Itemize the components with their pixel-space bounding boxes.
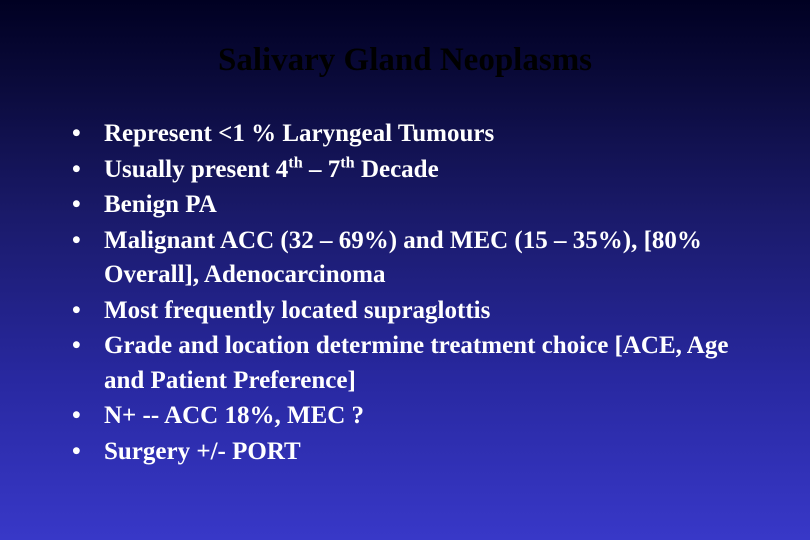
list-item: Most frequently located supraglottis — [62, 294, 760, 329]
list-item: Surgery +/- PORT — [62, 435, 760, 470]
list-item: N+ -- ACC 18%, MEC ? — [62, 399, 760, 434]
list-item: Represent <1 % Laryngeal Tumours — [62, 117, 760, 152]
slide-content: Represent <1 % Laryngeal Tumours Usually… — [0, 117, 810, 470]
bullet-list: Represent <1 % Laryngeal Tumours Usually… — [62, 117, 760, 469]
list-item: Usually present 4th – 7th Decade — [62, 153, 760, 188]
list-item: Malignant ACC (32 – 69%) and MEC (15 – 3… — [62, 224, 760, 293]
slide-title: Salivary Gland Neoplasms — [0, 42, 810, 79]
list-item: Grade and location determine treatment c… — [62, 329, 760, 398]
list-item: Benign PA — [62, 188, 760, 223]
slide: Salivary Gland Neoplasms Represent <1 % … — [0, 0, 810, 540]
